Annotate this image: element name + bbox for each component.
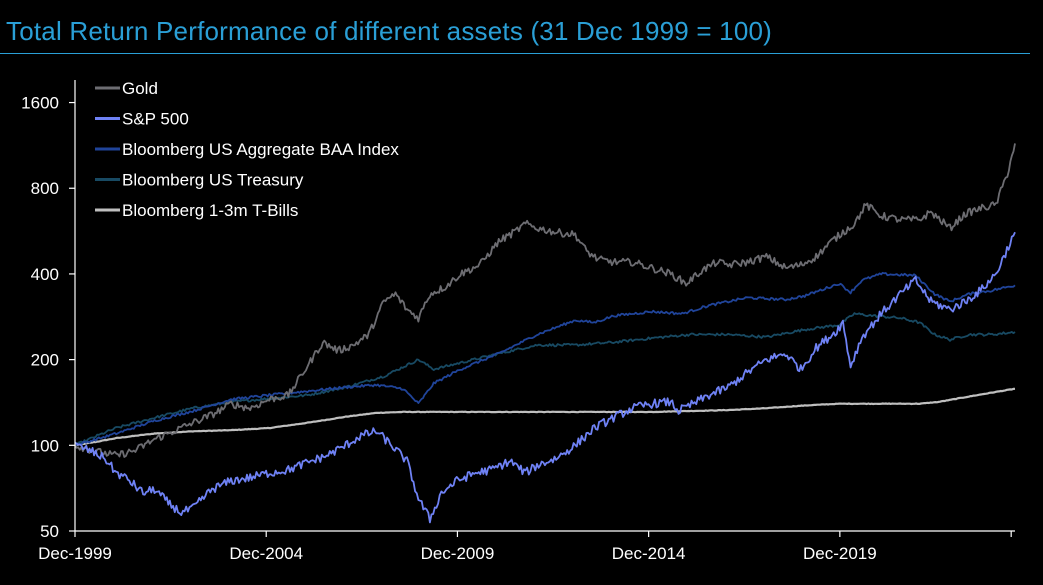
legend-label: Bloomberg 1-3m T-Bills <box>122 201 298 220</box>
series-line-bloomberg-1-3m-t-bills <box>74 387 1016 447</box>
x-tick-label: Dec-1999 <box>38 544 112 563</box>
legend-item: Bloomberg US Aggregate BAA Index <box>95 140 399 159</box>
legend-label: S&P 500 <box>122 110 189 129</box>
series-line-bloomberg-us-aggregate-baa-index <box>74 271 1016 447</box>
chart-title: Total Return Performance of different as… <box>6 16 773 46</box>
x-tick-label: Dec-2014 <box>612 544 686 563</box>
x-tick-label: Dec-2009 <box>421 544 495 563</box>
legend-label: Gold <box>122 79 158 98</box>
legend-item: Gold <box>95 79 158 98</box>
y-tick-label: 50 <box>40 522 59 541</box>
series-line-bloomberg-us-treasury <box>74 312 1016 447</box>
x-tick-label: Dec-2004 <box>229 544 303 563</box>
legend-label: Bloomberg US Treasury <box>122 171 304 190</box>
y-tick-label: 800 <box>31 179 59 198</box>
legend-item: S&P 500 <box>95 110 189 129</box>
legend-item: Bloomberg 1-3m T-Bills <box>95 201 298 220</box>
y-tick-label: 400 <box>31 265 59 284</box>
y-tick-label: 200 <box>31 351 59 370</box>
legend: Gold S&P 500 Bloomberg US Aggregate BAA In… <box>95 79 399 220</box>
legend-item: Bloomberg US Treasury <box>95 171 304 190</box>
title-rule <box>0 53 1030 54</box>
y-tick-label: 100 <box>31 436 59 455</box>
series-line-gold <box>74 143 1016 458</box>
y-tick-label: 1600 <box>21 94 59 113</box>
legend-label: Bloomberg US Aggregate BAA Index <box>122 140 399 159</box>
axes: 50 100 200 400 800 1600 Dec-1999 Dec-2004 Dec-20… <box>21 80 1015 563</box>
x-tick-label: Dec-2019 <box>803 544 877 563</box>
series-line-s-p-500 <box>74 231 1016 524</box>
series-lines <box>74 143 1016 524</box>
